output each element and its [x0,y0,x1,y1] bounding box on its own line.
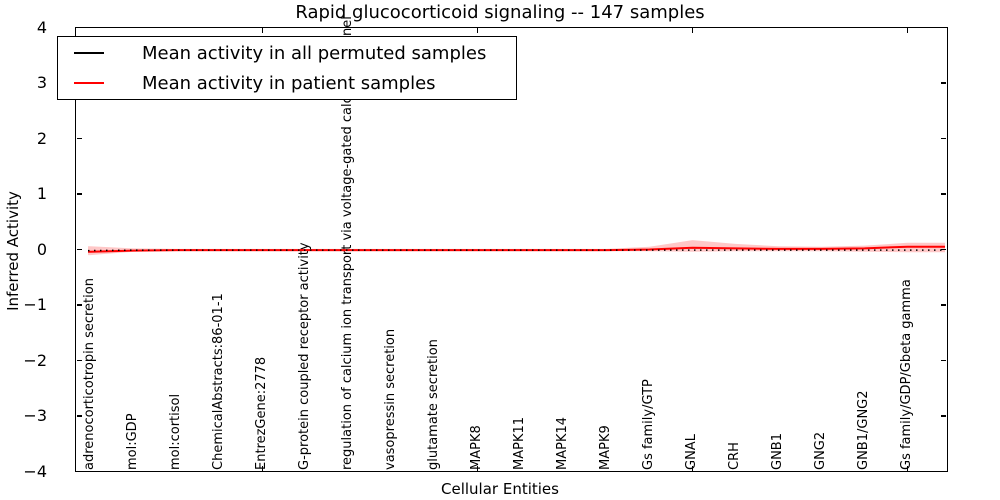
x-category-label-text: EntrezGene:2778 [253,356,269,470]
x-category-label-text: MAPK9 [597,425,613,470]
x-tick-mark [261,28,264,33]
x-category-label-text: MAPK8 [468,425,484,470]
y-tick-mark [76,304,82,306]
x-category-label-text: ChemicalAbstracts:86-01-1 [210,293,226,470]
legend-label: Mean activity in all permuted samples [142,42,487,64]
x-category-label-text: mol:cortisol [167,393,183,470]
x-category-label-text: Gs family/GDP/Gbeta gamma [898,279,914,470]
y-tick-mark [941,193,946,195]
legend-entry-permuted: Mean activity in all permuted samples [58,38,516,68]
y-tick-mark [941,470,946,473]
legend-label: Mean activity in patient samples [142,72,436,94]
y-tick-mark [76,470,82,473]
y-tick-mark [941,26,946,29]
x-tick-mark [476,466,479,471]
y-tick-mark [941,137,946,140]
x-category-label-text: glutamate secretion [425,339,441,470]
y-tick-label: −2 [23,350,47,370]
x-tick-mark [906,28,909,33]
y-tick-label: −3 [23,406,47,425]
y-tick-mark [76,248,82,251]
patient-line-swatch [74,82,104,84]
y-tick-label: −1 [23,295,47,314]
y-tick-mark [941,415,946,417]
permuted-line-swatch [74,52,104,54]
x-tick-mark [476,28,479,33]
y-tick-label: 0 [36,239,47,259]
y-tick-mark [941,82,946,84]
chart-title: Rapid glucocorticoid signaling -- 147 sa… [295,2,705,23]
x-category-label-text: Gs family/GTP [640,379,656,470]
x-category-label-text: GNG2 [812,431,828,470]
y-tick-label: 1 [36,184,47,203]
y-tick-mark [941,359,946,362]
y-tick-mark [76,193,82,195]
legend: Mean activity in all permuted samples Me… [57,36,517,100]
y-tick-label: 2 [36,128,47,148]
x-tick-mark [906,466,909,471]
x-category-label-text: MAPK11 [511,416,527,470]
x-category-label-text: CRH [726,442,742,470]
y-tick-mark [76,415,82,417]
y-tick-label: 3 [36,73,47,92]
x-tick-mark [261,466,264,471]
x-category-label-text: vasopressin secretion [382,328,398,470]
x-category-label-text: G-protein coupled receptor activity [296,242,312,470]
y-tick-mark [76,137,82,140]
y-tick-label: 4 [36,17,47,37]
y-tick-mark [941,248,946,251]
x-category-label-text: MAPK14 [554,416,570,470]
y-tick-mark [941,304,946,306]
legend-entry-patient: Mean activity in patient samples [58,68,516,98]
y-tick-mark [76,26,82,29]
x-tick-mark [691,466,694,471]
x-category-label-text: GNAL [683,434,699,470]
plot-area [75,27,948,472]
x-axis-label: Cellular Entities [441,480,559,498]
x-category-label-text: mol:GDP [124,413,140,470]
x-category-label-text: GNB1 [769,433,785,470]
x-category-label-text: adrenocorticotropin secretion [81,278,97,470]
y-tick-label: −4 [23,461,47,481]
x-category-label-text: GNB1/GNG2 [855,390,871,470]
y-tick-mark [76,359,82,362]
x-tick-mark [691,28,694,33]
